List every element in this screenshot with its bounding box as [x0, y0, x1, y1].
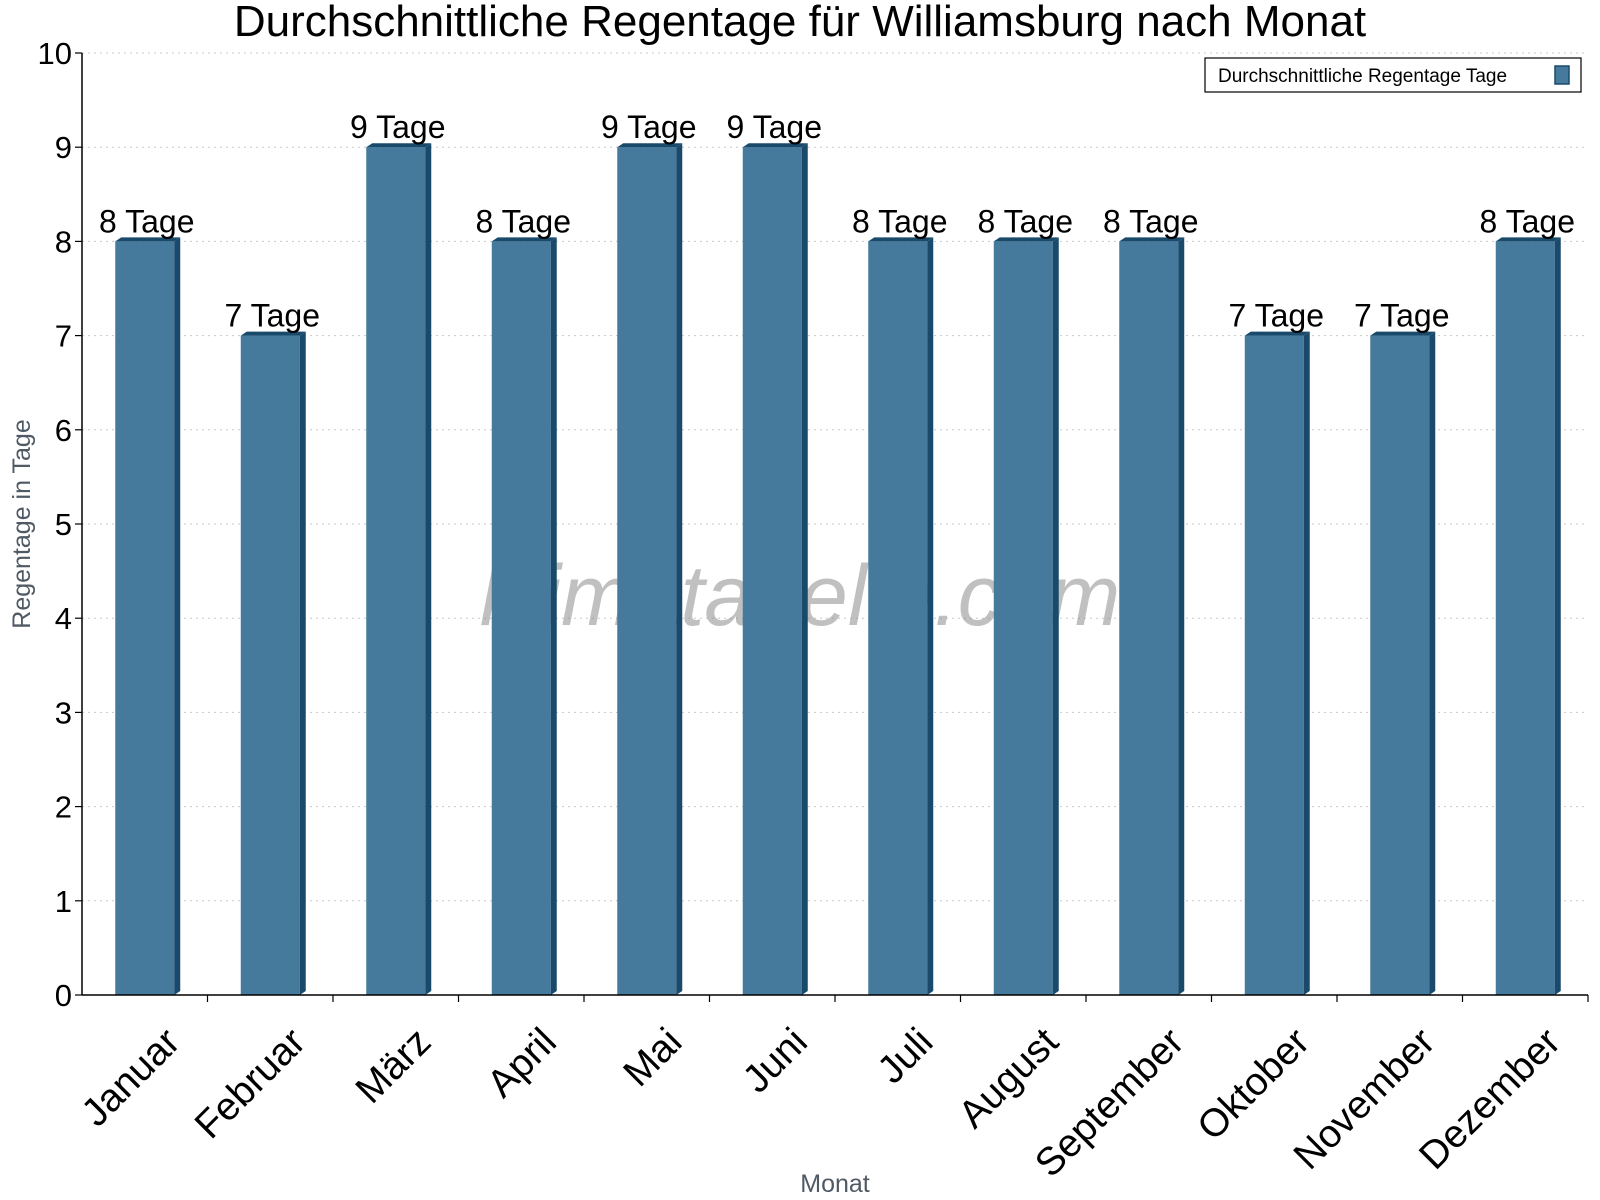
bar-side — [425, 143, 432, 995]
legend-label: Durchschnittliche Regentage Tage — [1218, 66, 1507, 87]
bar-top — [1119, 237, 1185, 242]
bar-side — [927, 237, 934, 995]
bar-side — [550, 237, 557, 995]
bar-side — [174, 237, 181, 995]
bar-front — [115, 241, 175, 995]
bar-top — [115, 237, 181, 242]
bar-side — [1303, 331, 1310, 996]
bar-top — [742, 143, 808, 148]
legend-box — [1204, 57, 1582, 93]
bar-front — [1244, 335, 1304, 996]
bar-top — [240, 331, 306, 336]
bar-top — [868, 237, 934, 242]
bar — [993, 237, 1059, 995]
x-tick-label: Juli — [870, 1020, 942, 1092]
legend: Durchschnittliche Regentage Tage — [1204, 57, 1582, 93]
bar-side — [1178, 237, 1185, 995]
y-tick-label: 4 — [55, 601, 72, 636]
bar-value-label: 7 Tage — [1229, 298, 1325, 334]
bar-value-label: 8 Tage — [99, 203, 195, 239]
y-tick-label: 9 — [55, 130, 72, 165]
bar-front — [366, 147, 426, 995]
bar-value-label: 9 Tage — [727, 109, 823, 145]
bar-front — [1495, 241, 1555, 995]
y-axis-title: Regentage in Tage — [8, 419, 36, 628]
axes — [81, 53, 1588, 996]
x-tick-label: Februar — [187, 1020, 314, 1147]
x-axis-title: Monat — [800, 1170, 870, 1198]
bar-side — [676, 143, 683, 995]
grid-lines — [82, 52, 1588, 902]
bar-value-label: 9 Tage — [601, 109, 697, 145]
bar-value-label: 8 Tage — [1103, 203, 1199, 239]
bar-front — [742, 147, 802, 995]
x-tick-label: Juni — [735, 1020, 816, 1101]
x-tick-label: Oktober — [1189, 1020, 1318, 1149]
y-tick-label: 2 — [55, 790, 72, 825]
bar-front — [993, 241, 1053, 995]
bar — [1495, 237, 1561, 995]
bar-value-label: 7 Tage — [225, 298, 321, 334]
bar — [240, 331, 306, 996]
x-tick-label: Mai — [616, 1020, 691, 1095]
bar — [617, 143, 683, 995]
y-axis-ticks: 0 1 2 3 4 5 6 7 8 9 10 — [38, 36, 82, 1013]
bar-top — [366, 143, 432, 148]
x-tick-label: Januar — [74, 1020, 189, 1135]
bar-front — [491, 241, 551, 995]
chart-title: Durchschnittliche Regentage für Williams… — [234, 0, 1366, 46]
bar-top — [617, 143, 683, 148]
y-tick-label: 6 — [55, 413, 72, 448]
y-tick-label: 7 — [55, 319, 72, 354]
x-tick-label: April — [479, 1020, 565, 1106]
y-tick-label: 3 — [55, 695, 72, 730]
bar-front — [617, 147, 677, 995]
bar-top — [491, 237, 557, 242]
data-labels: 8 Tage 7 Tage 9 Tage 8 Tage 9 Tage 9 Tage 8 Ta… — [99, 109, 1575, 333]
bar-value-label: 8 Tage — [1480, 203, 1576, 239]
bar-side — [801, 143, 808, 995]
bar-top — [1370, 331, 1436, 336]
bar — [1244, 331, 1310, 996]
y-tick-label: 10 — [38, 36, 72, 71]
bar — [366, 143, 432, 995]
bar-value-label: 9 Tage — [350, 109, 446, 145]
x-tick-label: März — [348, 1020, 440, 1112]
bar-front — [868, 241, 928, 995]
bar-value-label: 7 Tage — [1354, 298, 1450, 334]
y-tick-label: 5 — [55, 507, 72, 542]
legend-swatch — [1554, 65, 1570, 85]
bar-side — [1554, 237, 1561, 995]
bars — [115, 143, 1561, 996]
bar — [868, 237, 934, 995]
bar-side — [299, 331, 306, 996]
bar — [742, 143, 808, 995]
bar-top — [993, 237, 1059, 242]
y-tick-label: 8 — [55, 224, 72, 259]
bar — [1119, 237, 1185, 995]
bar-top — [1495, 237, 1561, 242]
bar-front — [1370, 335, 1430, 996]
bar-value-label: 8 Tage — [978, 203, 1074, 239]
bar-side — [1052, 237, 1059, 995]
bar — [115, 237, 181, 995]
y-tick-label: 1 — [55, 884, 72, 919]
bar-front — [240, 335, 300, 996]
x-tick-label: August — [951, 1020, 1067, 1136]
bar — [491, 237, 557, 995]
bar-front — [1119, 241, 1179, 995]
bar — [1370, 331, 1436, 996]
bar-value-label: 8 Tage — [476, 203, 572, 239]
y-tick-label: 0 — [55, 978, 72, 1013]
bar-value-label: 8 Tage — [852, 203, 948, 239]
bar-side — [1429, 331, 1436, 996]
bar-top — [1244, 331, 1310, 336]
